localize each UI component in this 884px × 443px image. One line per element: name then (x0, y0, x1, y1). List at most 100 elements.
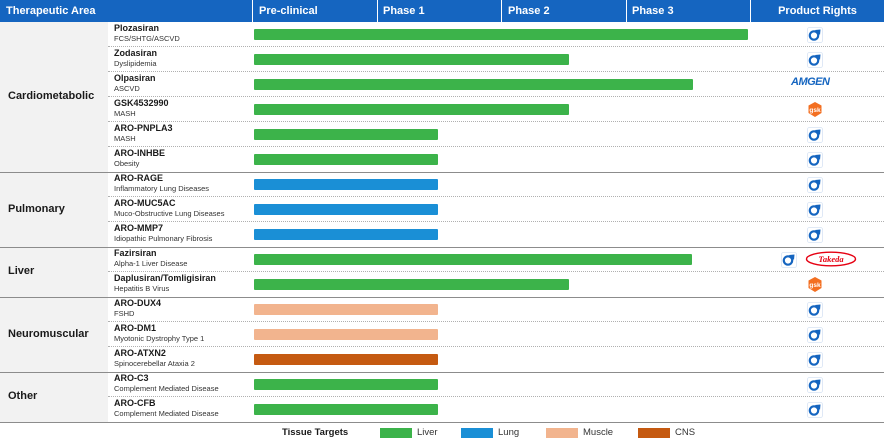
therapeutic-area-group: Pulmonary ARO-RAGE Inflammatory Lung Disea… (0, 172, 884, 247)
product-rights-cell (751, 172, 884, 197)
row-separator (108, 121, 884, 122)
phase-progress-bar (254, 229, 439, 240)
phase-progress-bar (254, 304, 439, 315)
therapeutic-area-label: Liver (8, 265, 35, 277)
arrowhead-logo-icon (807, 352, 823, 368)
row-separator (108, 321, 884, 322)
header-preclinical: Pre-clinical (259, 5, 318, 17)
indication: Muco-Obstructive Lung Diseases (114, 209, 225, 218)
takeda-logo-icon: Takeda (805, 251, 857, 267)
indication: ASCVD (114, 84, 140, 93)
row-separator (108, 396, 884, 397)
therapeutic-area-group: Cardiometabolic Plozasiran FCS/SHTG/ASCVD Z… (0, 22, 884, 172)
legend-swatch-liver (380, 428, 412, 438)
phase-progress-bar (254, 54, 569, 65)
phase-progress-bar (254, 279, 569, 290)
arrowhead-logo-icon (807, 52, 823, 68)
drug-name: ARO-DM1 (114, 323, 156, 333)
drug-name: ARO-DUX4 (114, 298, 162, 308)
group-divider (0, 247, 884, 248)
row-separator (108, 71, 884, 72)
gsk-logo-icon: gsk (808, 277, 822, 292)
product-rights-cell (751, 222, 884, 247)
legend-label-cns: CNS (675, 427, 696, 438)
svg-text:Takeda: Takeda (818, 254, 844, 264)
table-row: ARO-DM1 Myotonic Dystrophy Type 1 (108, 322, 884, 347)
arrowhead-logo-icon (807, 302, 823, 318)
amgen-logo: AMGEN (791, 76, 830, 88)
product-rights-cell: gsk (751, 272, 884, 297)
therapeutic-area-group: Neuromuscular ARO-DUX4 FSHD ARO-DM1 Myotonic… (0, 297, 884, 372)
table-bottom-line (0, 422, 884, 423)
product-rights-cell: AMGEN (751, 72, 884, 97)
gsk-logo-icon: gsk (808, 102, 822, 117)
header-divider (501, 0, 502, 22)
row-separator (108, 271, 884, 272)
drug-name: Fazirsiran (114, 248, 157, 258)
table-row: ARO-CFB Complement Mediated Disease (108, 397, 884, 422)
indication: Spinocerebellar Ataxia 2 (114, 359, 195, 368)
group-label-background (0, 22, 108, 172)
legend-label-lung: Lung (498, 427, 520, 438)
group-label-background (0, 172, 108, 247)
indication: FCS/SHTG/ASCVD (114, 34, 180, 43)
therapeutic-area-group: Other ARO-C3 Complement Mediated Disease AR… (0, 372, 884, 422)
table-row: Olpasiran ASCVD AMGEN (108, 72, 884, 97)
arrowhead-logo-icon (781, 252, 797, 268)
legend-swatch-muscle (546, 428, 578, 438)
product-rights-cell (751, 47, 884, 72)
group-divider (0, 172, 884, 173)
table-row: ARO-MUC5AC Muco-Obstructive Lung Diseases (108, 197, 884, 222)
header-divider (750, 0, 751, 22)
indication: Inflammatory Lung Diseases (114, 184, 210, 193)
therapeutic-area-label: Other (8, 390, 38, 402)
header-phase1: Phase 1 (383, 5, 425, 17)
group-label-background (0, 247, 108, 297)
product-rights-cell (751, 397, 884, 422)
indication: MASH (114, 109, 136, 118)
table-row: GSK4532990 MASH gsk (108, 97, 884, 122)
drug-name: ARO-RAGE (114, 173, 163, 183)
svg-text:gsk: gsk (809, 282, 821, 289)
phase-progress-bar (254, 154, 439, 165)
product-rights-cell (751, 122, 884, 147)
phase-progress-bar (254, 29, 749, 40)
header-phase3: Phase 3 (632, 5, 674, 17)
table-row: ARO-C3 Complement Mediated Disease (108, 372, 884, 397)
indication: Myotonic Dystrophy Type 1 (114, 334, 205, 343)
arrowhead-logo-icon (807, 152, 823, 168)
group-label-background (0, 372, 108, 422)
svg-text:gsk: gsk (809, 107, 821, 114)
legend-label-muscle: Muscle (583, 427, 614, 438)
phase-progress-bar (254, 204, 439, 215)
drug-name: ARO-INHBE (114, 148, 165, 158)
therapeutic-area-label: Neuromuscular (8, 327, 89, 340)
product-rights-cell (751, 22, 884, 47)
arrowhead-logo-icon (807, 227, 823, 243)
table-row: ARO-PNPLA3 MASH (108, 122, 884, 147)
indication: Hepatitis B Virus (114, 284, 170, 293)
arrowhead-logo-icon (807, 402, 823, 418)
arrowhead-logo-icon (807, 202, 823, 218)
arrowhead-logo-icon (807, 177, 823, 193)
header-therapeutic-area: Therapeutic Area (6, 5, 96, 17)
header-divider (626, 0, 627, 22)
drug-name: ARO-CFB (114, 398, 156, 408)
phase-progress-bar (254, 329, 439, 340)
arrowhead-logo-icon (807, 377, 823, 393)
therapeutic-area-label: Cardiometabolic (8, 90, 95, 102)
legend: Tissue Targets Liver Lung Muscle CNS (0, 423, 884, 443)
indication: Obesity (114, 159, 140, 168)
drug-name: Daplusiran/Tomligisiran (114, 273, 216, 283)
phase-progress-bar (254, 79, 694, 90)
indication: Alpha-1 Liver Disease (114, 259, 188, 268)
table-row: Fazirsiran Alpha-1 Liver Disease Takeda (108, 247, 884, 272)
therapeutic-area-group: Liver Fazirsiran Alpha-1 Liver Disease Take… (0, 247, 884, 297)
product-rights-cell (751, 147, 884, 172)
row-separator (108, 221, 884, 222)
phase-progress-bar (254, 129, 439, 140)
table-row: ARO-INHBE Obesity (108, 147, 884, 172)
header-divider (252, 0, 253, 22)
legend-swatch-cns (638, 428, 670, 438)
phase-progress-bar (254, 379, 439, 390)
